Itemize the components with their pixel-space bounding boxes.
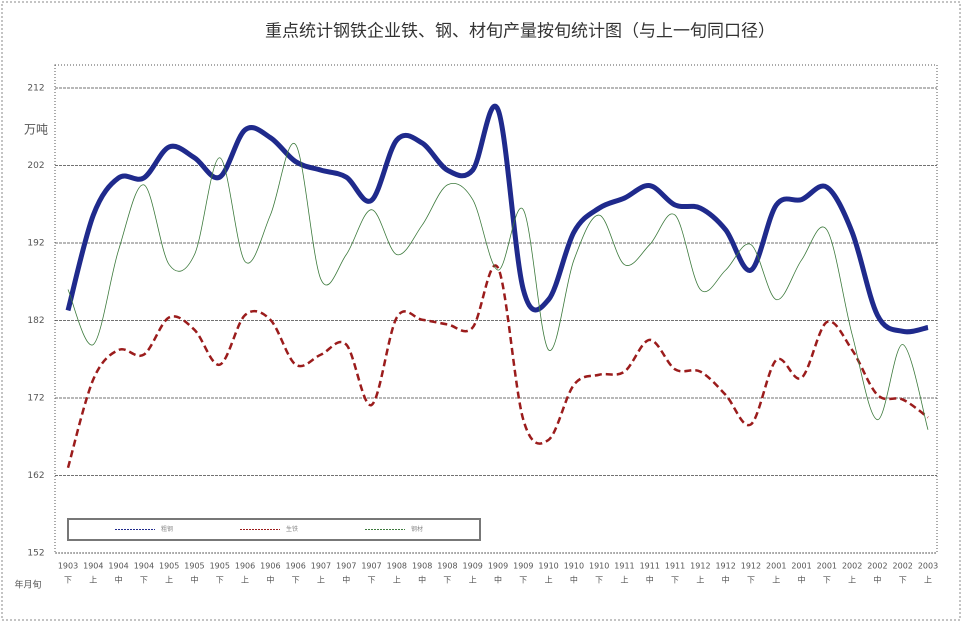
x-tick-label: 1909 (463, 562, 483, 571)
x-tick-label: 上 (393, 576, 401, 585)
x-tick-label: 上 (317, 576, 325, 585)
x-tick-label: 中 (266, 575, 274, 585)
y-tick-label: 162 (27, 471, 44, 481)
x-tick-label: 上 (469, 576, 477, 585)
x-tick-label: 1906 (260, 562, 280, 571)
x-tick-label: 下 (216, 576, 224, 585)
x-tick-label: 中 (798, 575, 806, 585)
x-tick-label: 1911 (640, 562, 660, 571)
y-tick-label: 152 (27, 549, 44, 559)
x-tick-label: 中 (494, 575, 502, 585)
x-tick-label: 1908 (387, 562, 407, 571)
x-tick-label: 上 (620, 576, 628, 585)
x-tick-label: 1911 (614, 562, 634, 571)
x-tick-label: 中 (342, 575, 350, 585)
x-tick-label: 下 (368, 576, 376, 585)
x-tick-label: 1906 (235, 562, 255, 571)
x-tick-label: 上 (165, 576, 173, 585)
x-tick-label: 1906 (285, 562, 305, 571)
x-tick-label: 1911 (665, 562, 685, 571)
x-tick-label: 1904 (108, 562, 128, 571)
x-tick-label: 1905 (159, 562, 179, 571)
legend-label: 钢材 (411, 525, 423, 533)
x-tick-label: 中 (722, 575, 730, 585)
x-tick-label: 下 (823, 576, 831, 585)
y-tick-label: 202 (27, 161, 44, 171)
x-tick-label: 上 (545, 576, 553, 585)
x-tick-label: 1908 (412, 562, 432, 571)
x-tick-label: 上 (848, 576, 856, 585)
x-tick-label: 2002 (867, 562, 887, 571)
x-tick-label: 上 (241, 576, 249, 585)
x-tick-label: 2003 (918, 562, 938, 571)
plot-area (54, 64, 938, 554)
x-tick-label: 上 (924, 576, 932, 585)
x-tick-label: 下 (64, 576, 72, 585)
y-tick-label: 212 (27, 84, 44, 94)
x-tick-label: 1912 (690, 562, 710, 571)
x-tick-label: 下 (671, 576, 679, 585)
x-tick-label: 上 (89, 576, 97, 585)
y-axis-label: 万吨 (24, 123, 48, 137)
x-tick-label: 2001 (766, 562, 786, 571)
x-tick-label: 上 (772, 576, 780, 585)
x-tick-label: 1904 (83, 562, 103, 571)
x-tick-label: 下 (595, 576, 603, 585)
x-tick-label: 下 (292, 576, 300, 585)
x-tick-label: 中 (570, 575, 578, 585)
x-tick-label: 1905 (210, 562, 230, 571)
x-tick-label: 1907 (361, 562, 381, 571)
legend-label: 生铁 (286, 525, 298, 533)
x-tick-label: 1910 (564, 562, 584, 571)
x-tick-label: 下 (747, 576, 755, 585)
x-tick-label: 1912 (715, 562, 735, 571)
x-tick-label: 1903 (58, 562, 78, 571)
x-tick-label: 1909 (488, 562, 508, 571)
x-tick-label: 上 (696, 576, 704, 585)
x-tick-label: 下 (519, 576, 527, 585)
x-tick-label: 中 (115, 575, 123, 585)
x-tick-label: 1904 (134, 562, 154, 571)
x-tick-label: 1909 (513, 562, 533, 571)
x-axis-label: 年月旬 (14, 579, 41, 591)
x-tick-label: 1907 (336, 562, 356, 571)
x-tick-label: 下 (899, 576, 907, 585)
x-tick-label: 2002 (893, 562, 913, 571)
x-tick-label: 下 (140, 576, 148, 585)
y-tick-label: 192 (27, 239, 44, 249)
legend-label: 粗钢 (161, 525, 173, 533)
series-line (65, 103, 929, 335)
x-tick-label: 中 (873, 575, 881, 585)
x-tick-label: 1910 (589, 562, 609, 571)
x-tick-label: 1910 (538, 562, 558, 571)
x-tick-label: 2001 (791, 562, 811, 571)
series-line (66, 264, 929, 469)
x-tick-label: 下 (443, 576, 451, 585)
chart-title: 重点统计钢铁企业铁、钢、材旬产量按旬统计图（与上一旬同口径） (265, 22, 775, 42)
y-tick-label: 172 (27, 394, 44, 404)
series-line (67, 143, 929, 430)
x-tick-label: 1905 (184, 562, 204, 571)
x-tick-label: 中 (190, 575, 198, 585)
x-tick-label: 2002 (842, 562, 862, 571)
x-tick-label: 1907 (311, 562, 331, 571)
x-tick-label: 1908 (437, 562, 457, 571)
x-tick-label: 中 (418, 575, 426, 585)
y-tick-label: 182 (27, 316, 44, 326)
x-tick-label: 中 (646, 575, 654, 585)
x-tick-label: 2001 (817, 562, 837, 571)
x-tick-label: 1912 (741, 562, 761, 571)
